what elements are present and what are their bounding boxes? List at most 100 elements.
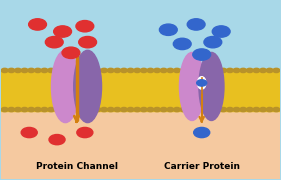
- Circle shape: [35, 107, 41, 112]
- Circle shape: [273, 68, 280, 73]
- Circle shape: [1, 68, 8, 73]
- Circle shape: [194, 127, 210, 138]
- Bar: [1, 69, 280, 179]
- Circle shape: [193, 107, 200, 112]
- Circle shape: [94, 68, 101, 73]
- Circle shape: [81, 107, 88, 112]
- Circle shape: [74, 107, 81, 112]
- Circle shape: [160, 107, 167, 112]
- Circle shape: [204, 37, 222, 48]
- Circle shape: [76, 21, 94, 32]
- Circle shape: [273, 107, 280, 112]
- Circle shape: [266, 68, 273, 73]
- Ellipse shape: [198, 77, 206, 89]
- Circle shape: [134, 68, 140, 73]
- Circle shape: [180, 107, 187, 112]
- Circle shape: [154, 107, 160, 112]
- Circle shape: [62, 47, 80, 58]
- Circle shape: [233, 68, 240, 73]
- Circle shape: [212, 26, 230, 37]
- Circle shape: [260, 107, 266, 112]
- Ellipse shape: [74, 50, 101, 123]
- Bar: [1, 69, 280, 111]
- Circle shape: [240, 107, 246, 112]
- Circle shape: [200, 68, 207, 73]
- Circle shape: [29, 19, 46, 30]
- Circle shape: [54, 26, 71, 37]
- Circle shape: [187, 107, 194, 112]
- Circle shape: [21, 127, 37, 138]
- Circle shape: [87, 107, 94, 112]
- Text: Carrier Protein: Carrier Protein: [164, 162, 240, 171]
- Circle shape: [246, 68, 253, 73]
- Circle shape: [147, 107, 154, 112]
- Circle shape: [49, 134, 65, 145]
- Circle shape: [87, 68, 94, 73]
- Ellipse shape: [180, 52, 205, 120]
- Circle shape: [127, 107, 134, 112]
- Circle shape: [187, 68, 194, 73]
- Text: Protein Channel: Protein Channel: [35, 162, 117, 171]
- Circle shape: [246, 107, 253, 112]
- Circle shape: [28, 107, 35, 112]
- Circle shape: [140, 68, 147, 73]
- Circle shape: [187, 19, 205, 30]
- Circle shape: [220, 107, 227, 112]
- Circle shape: [253, 68, 260, 73]
- Circle shape: [260, 68, 266, 73]
- Circle shape: [101, 68, 107, 73]
- Circle shape: [28, 68, 35, 73]
- Circle shape: [8, 107, 15, 112]
- Circle shape: [220, 68, 227, 73]
- Circle shape: [266, 107, 273, 112]
- Circle shape: [54, 68, 61, 73]
- Circle shape: [48, 107, 55, 112]
- Circle shape: [253, 107, 260, 112]
- Circle shape: [147, 68, 154, 73]
- Circle shape: [61, 107, 68, 112]
- Circle shape: [114, 107, 121, 112]
- Circle shape: [207, 107, 213, 112]
- Circle shape: [81, 68, 88, 73]
- Circle shape: [21, 68, 28, 73]
- Circle shape: [193, 49, 211, 60]
- Circle shape: [8, 68, 15, 73]
- Circle shape: [173, 38, 191, 50]
- Circle shape: [107, 107, 114, 112]
- Circle shape: [41, 68, 48, 73]
- Circle shape: [48, 68, 55, 73]
- Circle shape: [197, 80, 207, 86]
- Circle shape: [101, 107, 107, 112]
- Circle shape: [21, 107, 28, 112]
- Circle shape: [167, 68, 174, 73]
- Circle shape: [15, 107, 21, 112]
- Circle shape: [193, 68, 200, 73]
- Circle shape: [94, 107, 101, 112]
- Circle shape: [114, 68, 121, 73]
- Circle shape: [68, 68, 74, 73]
- Circle shape: [68, 107, 74, 112]
- Circle shape: [160, 68, 167, 73]
- Circle shape: [154, 68, 160, 73]
- Ellipse shape: [51, 50, 79, 123]
- Circle shape: [167, 107, 174, 112]
- Circle shape: [180, 68, 187, 73]
- Ellipse shape: [199, 52, 224, 120]
- Circle shape: [41, 107, 48, 112]
- Circle shape: [226, 107, 233, 112]
- Circle shape: [15, 68, 21, 73]
- Circle shape: [54, 107, 61, 112]
- Circle shape: [174, 68, 180, 73]
- Circle shape: [61, 68, 68, 73]
- Circle shape: [226, 68, 233, 73]
- Circle shape: [233, 107, 240, 112]
- Circle shape: [134, 107, 140, 112]
- Circle shape: [174, 107, 180, 112]
- Circle shape: [200, 107, 207, 112]
- Circle shape: [45, 37, 63, 48]
- Circle shape: [121, 68, 127, 73]
- Circle shape: [213, 107, 220, 112]
- Circle shape: [159, 24, 177, 35]
- Bar: [1, 1, 280, 69]
- Circle shape: [127, 68, 134, 73]
